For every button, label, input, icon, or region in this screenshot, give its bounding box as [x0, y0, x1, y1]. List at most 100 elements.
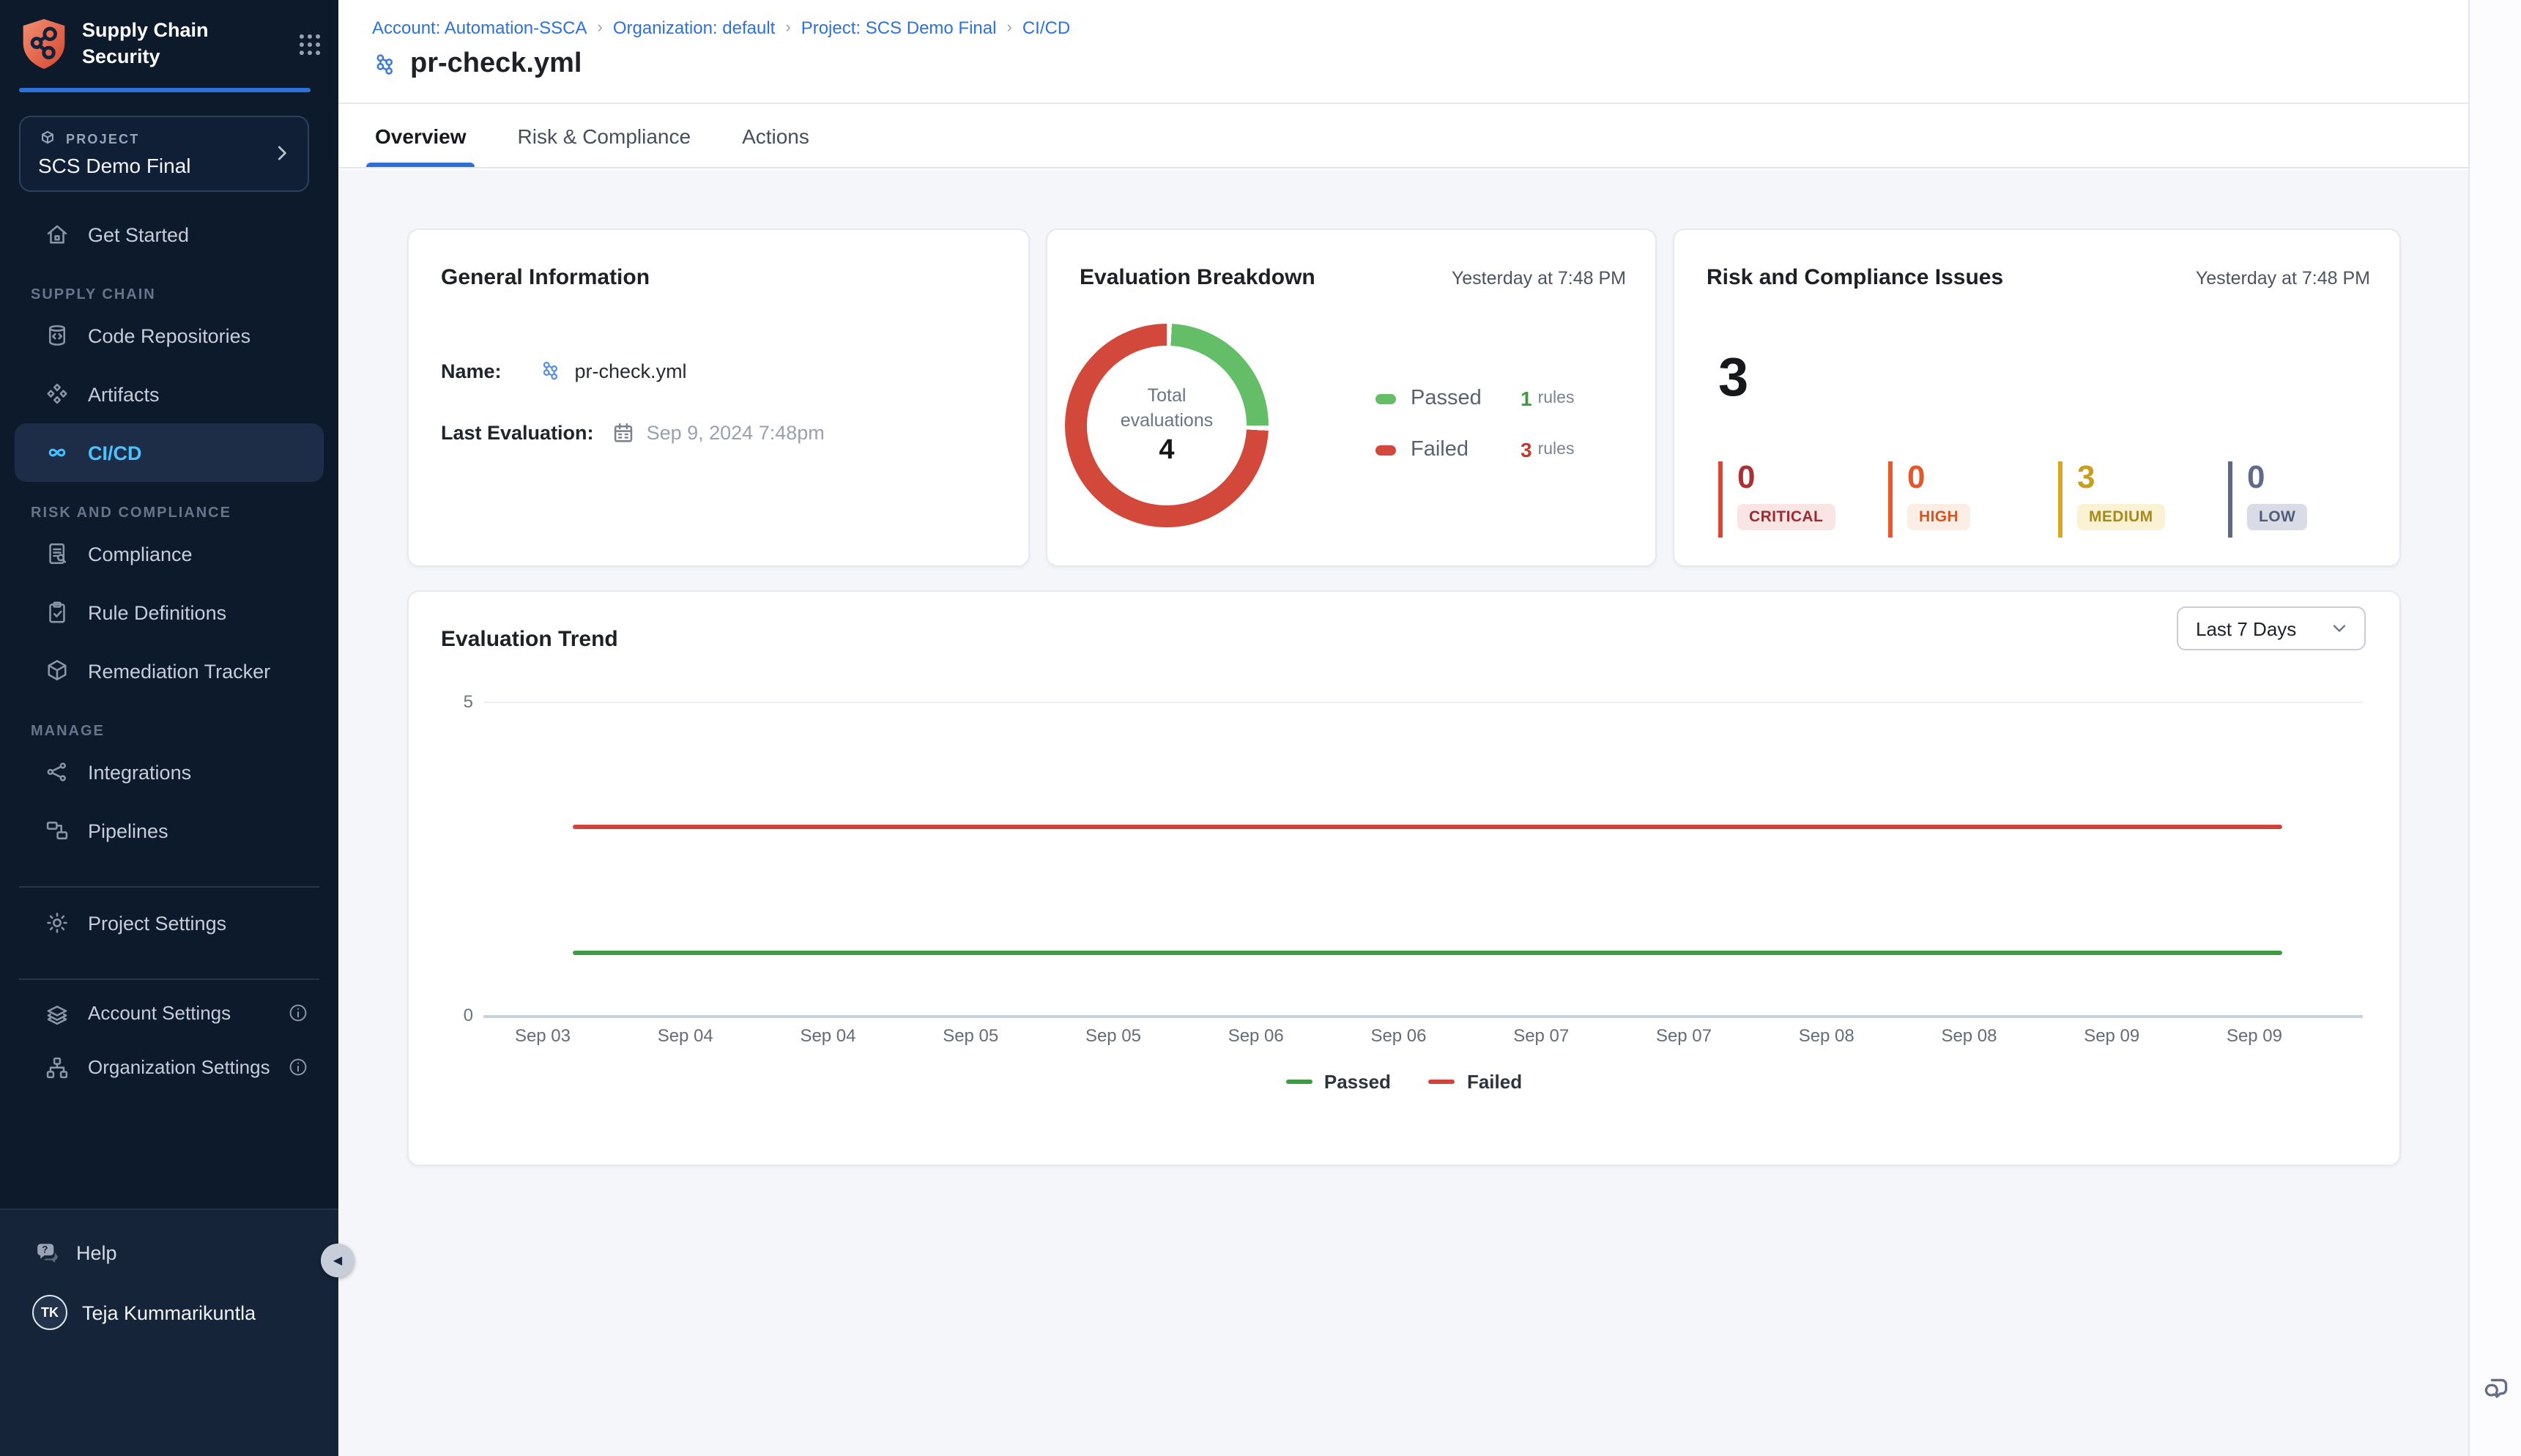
date-range-select[interactable]: Last 7 Days: [2177, 606, 2366, 650]
x-axis-label: Sep 05: [1047, 1025, 1179, 1046]
card-title: Evaluation Trend: [441, 627, 618, 652]
legend-count: 3: [1521, 438, 1532, 461]
trend-legend-item-passed: Passed: [1286, 1071, 1391, 1093]
card-risk-compliance-issues: Risk and Compliance Issues Yesterday at …: [1673, 229, 2401, 567]
breadcrumb-link[interactable]: Project: SCS Demo Final: [801, 18, 997, 38]
card-general-information: General Information Name: pr-check.yml L…: [407, 229, 1030, 567]
breadcrumb-link[interactable]: Organization: default: [613, 18, 776, 38]
severity-badge: MEDIUM: [2077, 504, 2165, 530]
info-icon[interactable]: [287, 1002, 309, 1024]
severity-medium: 3MEDIUM: [2058, 461, 2184, 538]
sidebar-item-artifacts[interactable]: Artifacts: [15, 365, 324, 423]
legend-unit: rules: [1538, 441, 1575, 458]
card-evaluation-breakdown: Evaluation Breakdown Yesterday at 7:48 P…: [1046, 229, 1657, 567]
severity-critical: 0 CRITICAL: [1718, 461, 1844, 538]
chat-assistant-icon[interactable]: [2480, 1374, 2512, 1406]
app-switcher-icon[interactable]: [296, 30, 324, 58]
user-menu[interactable]: TK Teja Kummarikuntla: [0, 1295, 338, 1330]
sidebar-item-label: CI/CD: [88, 442, 142, 464]
project-selector[interactable]: PROJECT SCS Demo Final: [19, 116, 309, 192]
sidebar-item-get-started[interactable]: Get Started: [15, 205, 324, 264]
help-label: Help: [76, 1241, 117, 1263]
sidebar-item-label: Compliance: [88, 543, 193, 565]
sidebar-nav: Get Started SUPPLY CHAIN Code Repositories…: [0, 205, 338, 1094]
user-name: Teja Kummarikuntla: [82, 1301, 256, 1323]
sidebar-item-label: Organization Settings: [88, 1056, 270, 1078]
severity-badge: LOW: [2247, 504, 2307, 530]
project-selector-label: PROJECT: [66, 131, 139, 146]
x-axis-label: Sep 07: [1618, 1025, 1750, 1046]
legend-swatch: [1429, 1080, 1455, 1085]
x-axis-label: Sep 06: [1190, 1025, 1322, 1046]
sidebar-item-ci-cd[interactable]: CI/CD: [15, 423, 324, 482]
nav-section-title: SUPPLY CHAIN: [31, 287, 338, 303]
right-rail: [2468, 0, 2521, 1456]
product-title: Supply Chain Security: [82, 18, 229, 70]
name-label: Name:: [441, 360, 502, 382]
tab-overview[interactable]: Overview: [369, 105, 472, 167]
breadcrumb-link[interactable]: CI/CD: [1022, 18, 1070, 38]
gear-icon: [44, 910, 70, 936]
pipeline-nodes-icon: [540, 359, 565, 384]
cube-icon: [38, 129, 57, 148]
shield-logo-icon: [19, 16, 69, 72]
card-title: General Information: [441, 265, 650, 290]
legend-count: 1: [1521, 387, 1532, 410]
x-axis-label: Sep 07: [1475, 1025, 1607, 1046]
y-axis-tick: 0: [409, 1005, 473, 1025]
severity-low: 0 LOW: [2228, 461, 2354, 538]
info-icon[interactable]: [287, 1056, 309, 1078]
legend-label: Passed: [1411, 387, 1521, 410]
sidebar-item-label: Code Repositories: [88, 324, 250, 346]
breadcrumb-link[interactable]: Account: Automation-SSCA: [372, 18, 587, 38]
x-axis-label: Sep 08: [1904, 1025, 2035, 1046]
divider: [19, 978, 319, 980]
breadcrumb-separator: ›: [785, 19, 790, 37]
help-chat-icon: ?: [32, 1238, 60, 1266]
clipboard-check-icon: [44, 599, 70, 625]
avatar: TK: [32, 1295, 67, 1330]
sidebar-item-project-settings[interactable]: Project Settings: [15, 894, 324, 952]
date-range-value: Last 7 Days: [2196, 617, 2296, 639]
sidebar-item-rule-definitions[interactable]: Rule Definitions: [15, 583, 324, 642]
sidebar-item-organization-settings[interactable]: Organization Settings: [15, 1040, 324, 1094]
tab-actions[interactable]: Actions: [736, 105, 815, 167]
severity-badge: HIGH: [1907, 504, 1970, 530]
card-timestamp: Yesterday at 7:48 PM: [1452, 268, 1626, 289]
donut-center-label: Total evaluations 4: [1065, 324, 1269, 527]
severity-badge: CRITICAL: [1737, 504, 1835, 530]
card-title: Evaluation Breakdown: [1080, 265, 1315, 290]
card-timestamp: Yesterday at 7:48 PM: [2196, 268, 2370, 289]
integrations-icon: [44, 759, 70, 785]
sidebar-collapse-button[interactable]: ◀: [321, 1244, 354, 1277]
sidebar-item-pipelines[interactable]: Pipelines: [15, 801, 324, 860]
card-title: Risk and Compliance Issues: [1707, 265, 2003, 290]
main-area: Account: Automation-SSCA › Organization: d…: [338, 0, 2468, 1456]
layers-gear-icon: [44, 1000, 70, 1026]
page-title: pr-check.yml: [410, 48, 582, 81]
help-button[interactable]: ? Help: [0, 1235, 338, 1270]
severity-count: 0: [2247, 461, 2354, 494]
pipelines-icon: [44, 817, 70, 844]
box-icon: [44, 658, 70, 684]
page-header: Account: Automation-SSCA › Organization: d…: [338, 0, 2468, 104]
severity-count: 0: [1907, 461, 2014, 494]
x-axis-label: Sep 04: [762, 1025, 894, 1046]
sidebar-item-account-settings[interactable]: Account Settings: [15, 986, 324, 1040]
chevron-right-icon: [271, 142, 293, 164]
sidebar-item-code-repositories[interactable]: Code Repositories: [15, 306, 324, 365]
breakdown-legend: Passed1rulesFailed3rules: [1375, 385, 1574, 488]
sidebar-item-integrations[interactable]: Integrations: [15, 743, 324, 801]
severity-count: 0: [1737, 461, 1844, 494]
pipeline-nodes-icon: [372, 51, 400, 78]
product-header: Supply Chain Security: [19, 16, 324, 72]
sidebar-item-compliance[interactable]: Compliance: [15, 524, 324, 583]
sidebar-item-label: Account Settings: [88, 1002, 231, 1024]
nav-section-title: RISK AND COMPLIANCE: [31, 505, 338, 521]
sidebar-footer: ? Help TK Teja Kummarikuntla: [0, 1208, 338, 1456]
sidebar-item-remediation-tracker[interactable]: Remediation Tracker: [15, 642, 324, 700]
tab-risk-compliance[interactable]: Risk & Compliance: [512, 105, 697, 167]
severity-high: 0 HIGH: [1888, 461, 2014, 538]
sidebar-item-label: Remediation Tracker: [88, 660, 270, 682]
x-axis-label: Sep 04: [620, 1025, 751, 1046]
